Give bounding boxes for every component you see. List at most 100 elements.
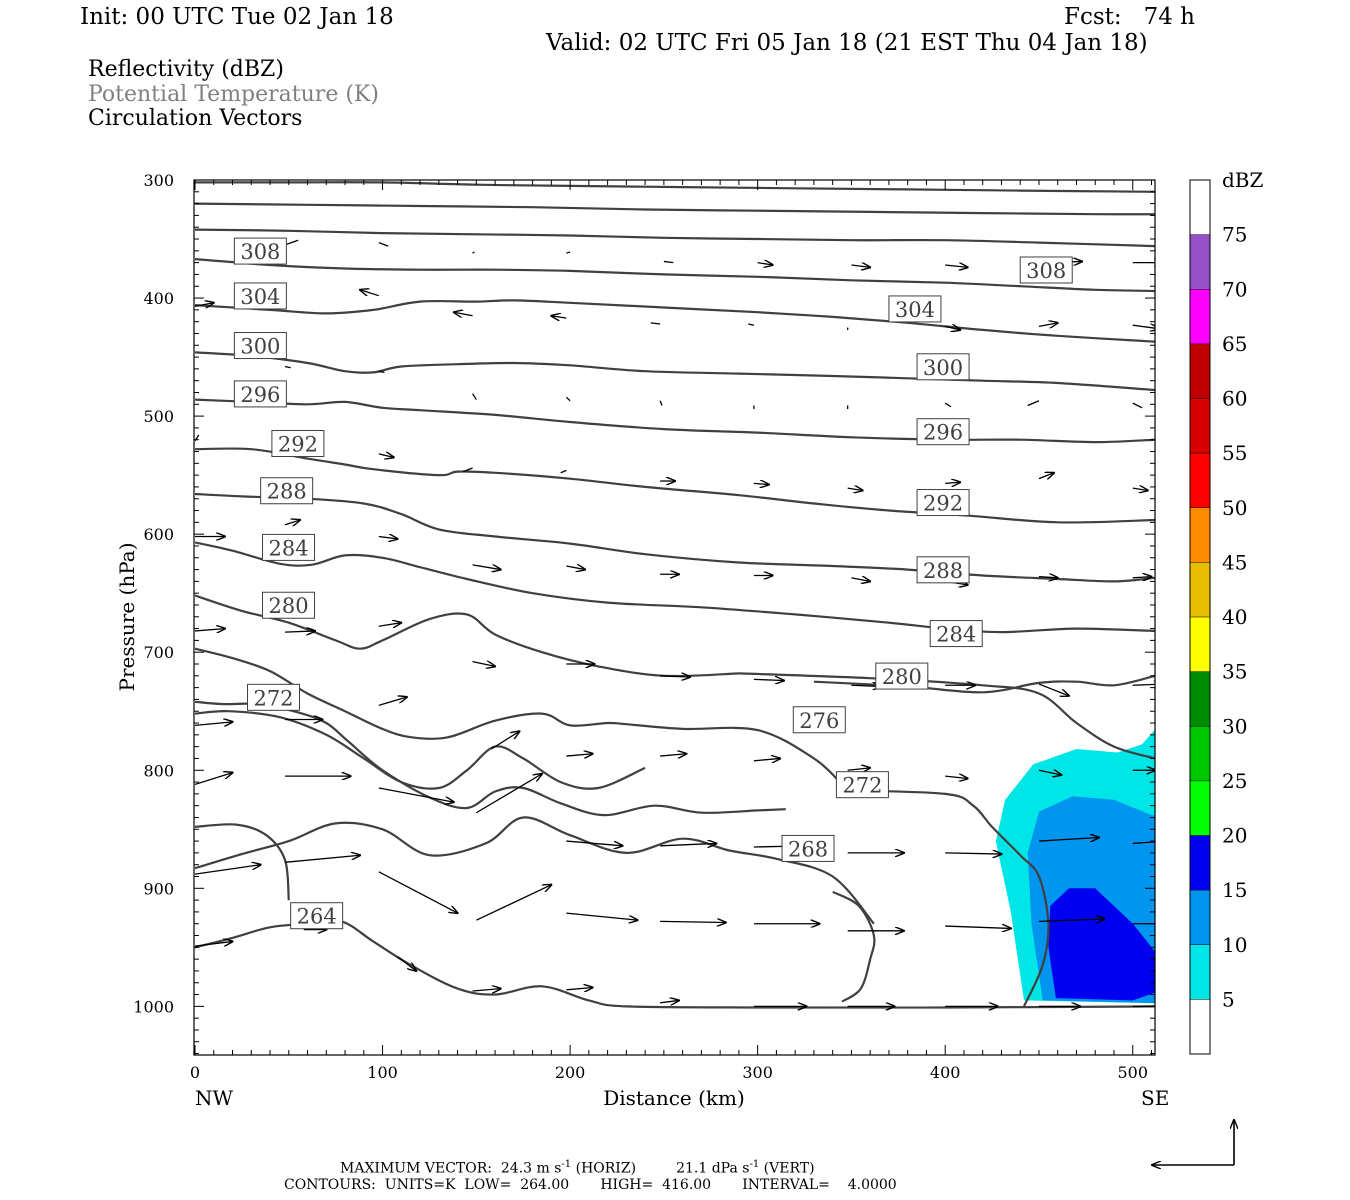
plot-frame xyxy=(193,179,1156,1056)
circulation-vector xyxy=(753,483,769,484)
theta-contour-3 xyxy=(195,816,875,925)
circulation-vector xyxy=(1038,577,1058,578)
circulation-vector xyxy=(566,912,637,920)
circulation-vector xyxy=(945,482,960,483)
circulation-vector xyxy=(378,370,385,374)
circulation-vector xyxy=(753,758,780,760)
circulation-vector xyxy=(284,520,300,525)
reflectivity-fill xyxy=(995,729,1155,1004)
theta-contour-10 xyxy=(195,594,739,678)
contour-label-296: 296 xyxy=(916,418,970,446)
contour-label-288: 288 xyxy=(260,477,314,505)
contour-label-288: 288 xyxy=(916,556,970,584)
colorbar-label: 45 xyxy=(1222,550,1247,574)
circulation-vector xyxy=(472,662,496,667)
colorbar-cell xyxy=(1190,671,1210,727)
circulation-vector xyxy=(566,566,585,570)
reference-vector xyxy=(1152,1120,1234,1165)
contours-line: CONTOURS: UNITS=K LOW= 264.00 HIGH= 416.… xyxy=(284,1177,897,1193)
circulation-vector xyxy=(753,679,784,680)
circulation-vector xyxy=(378,241,389,247)
circulation-vector xyxy=(378,787,454,802)
legend-circulation-vectors: Circulation Vectors xyxy=(88,106,303,131)
init-time: Init: 00 UTC Tue 02 Jan 18 xyxy=(80,4,394,30)
theta-contour-18 xyxy=(195,258,1155,293)
x-left-direction: NW xyxy=(195,1086,234,1110)
theta-contour-13 xyxy=(195,492,1155,583)
circulation-vector xyxy=(475,774,542,814)
x-tick-label: 500 xyxy=(1117,1063,1148,1082)
circulation-vector xyxy=(566,251,571,254)
colorbar-cell xyxy=(1190,562,1210,617)
theta-contour-14 xyxy=(195,447,1155,524)
circulation-vector xyxy=(945,326,960,330)
contour-label-276: 276 xyxy=(792,706,846,734)
theta-contour-15 xyxy=(195,398,1155,444)
colorbar-cell xyxy=(1190,726,1210,781)
circulation-vector xyxy=(195,865,261,875)
max-vector-line: MAXIMUM VECTOR: 24.3 m s-1 (HORIZ) 21.1 … xyxy=(340,1159,815,1177)
svg-text:276: 276 xyxy=(799,709,839,733)
svg-text:272: 272 xyxy=(842,774,882,798)
colorbar-label: 35 xyxy=(1222,660,1247,684)
circulation-vector xyxy=(472,393,477,400)
colorbar-label: 70 xyxy=(1222,277,1247,301)
svg-text:304: 304 xyxy=(240,285,280,309)
circulation-vector xyxy=(660,754,686,756)
colorbar-label: 50 xyxy=(1222,496,1247,520)
circulation-vector xyxy=(566,840,622,846)
svg-text:292: 292 xyxy=(923,492,963,516)
circulation-vector xyxy=(360,290,379,297)
contour-label-292: 292 xyxy=(271,430,325,458)
theta-contours xyxy=(195,181,1155,1009)
contour-label-264: 264 xyxy=(290,902,344,930)
colorbar-unit: dBZ xyxy=(1222,168,1264,192)
circulation-vector xyxy=(195,773,233,786)
circulation-vector xyxy=(945,776,968,778)
svg-text:280: 280 xyxy=(882,665,922,689)
svg-text:308: 308 xyxy=(240,240,280,264)
circulation-vector xyxy=(945,926,1011,928)
svg-text:268: 268 xyxy=(788,837,828,861)
svg-text:296: 296 xyxy=(923,421,963,445)
colorbar-label: 55 xyxy=(1222,441,1247,465)
colorbar-cell xyxy=(1190,289,1210,344)
x-tick-label: 200 xyxy=(555,1063,586,1082)
circulation-vector xyxy=(1038,683,1069,696)
svg-text:284: 284 xyxy=(936,623,976,647)
circulation-vector xyxy=(660,676,690,677)
circulation-vector xyxy=(490,731,519,750)
theta-contour-19 xyxy=(195,228,1155,248)
x-right-direction: SE xyxy=(1141,1086,1169,1110)
circulation-vector xyxy=(284,631,315,632)
legend-reflectivity: Reflectivity (dBZ) xyxy=(88,57,284,82)
svg-text:308: 308 xyxy=(1026,259,1066,283)
circulation-vector xyxy=(945,853,1001,854)
theta-contour-8 xyxy=(738,672,1155,760)
circulation-vector xyxy=(1132,577,1152,578)
contour-label-296: 296 xyxy=(233,380,287,408)
circulation-vector xyxy=(1132,402,1143,409)
circulation-vector xyxy=(566,987,592,989)
circulation-vector xyxy=(195,941,233,947)
circulation-vector xyxy=(195,722,233,726)
colorbar-cell xyxy=(1190,507,1210,563)
circulation-vector xyxy=(748,323,755,326)
circulation-vector xyxy=(1038,838,1099,842)
y-tick-label: 600 xyxy=(143,525,174,544)
circulation-vector xyxy=(472,989,501,991)
circulation-vector xyxy=(660,843,716,845)
circulation-vector xyxy=(378,697,407,706)
circulation-vector xyxy=(659,400,663,406)
contour-label-304: 304 xyxy=(233,282,287,310)
colorbar-label: 75 xyxy=(1222,223,1247,247)
theta-contour-17 xyxy=(195,299,1155,343)
x-tick-label: 0 xyxy=(190,1063,200,1082)
colorbar-cell xyxy=(1190,343,1210,399)
circulation-vector xyxy=(944,402,952,408)
contour-label-284: 284 xyxy=(262,533,316,561)
circulation-vector xyxy=(565,396,571,402)
circulation-vector xyxy=(378,454,394,458)
colorbar-cell xyxy=(1190,890,1210,945)
colorbar-cell xyxy=(1190,780,1210,836)
